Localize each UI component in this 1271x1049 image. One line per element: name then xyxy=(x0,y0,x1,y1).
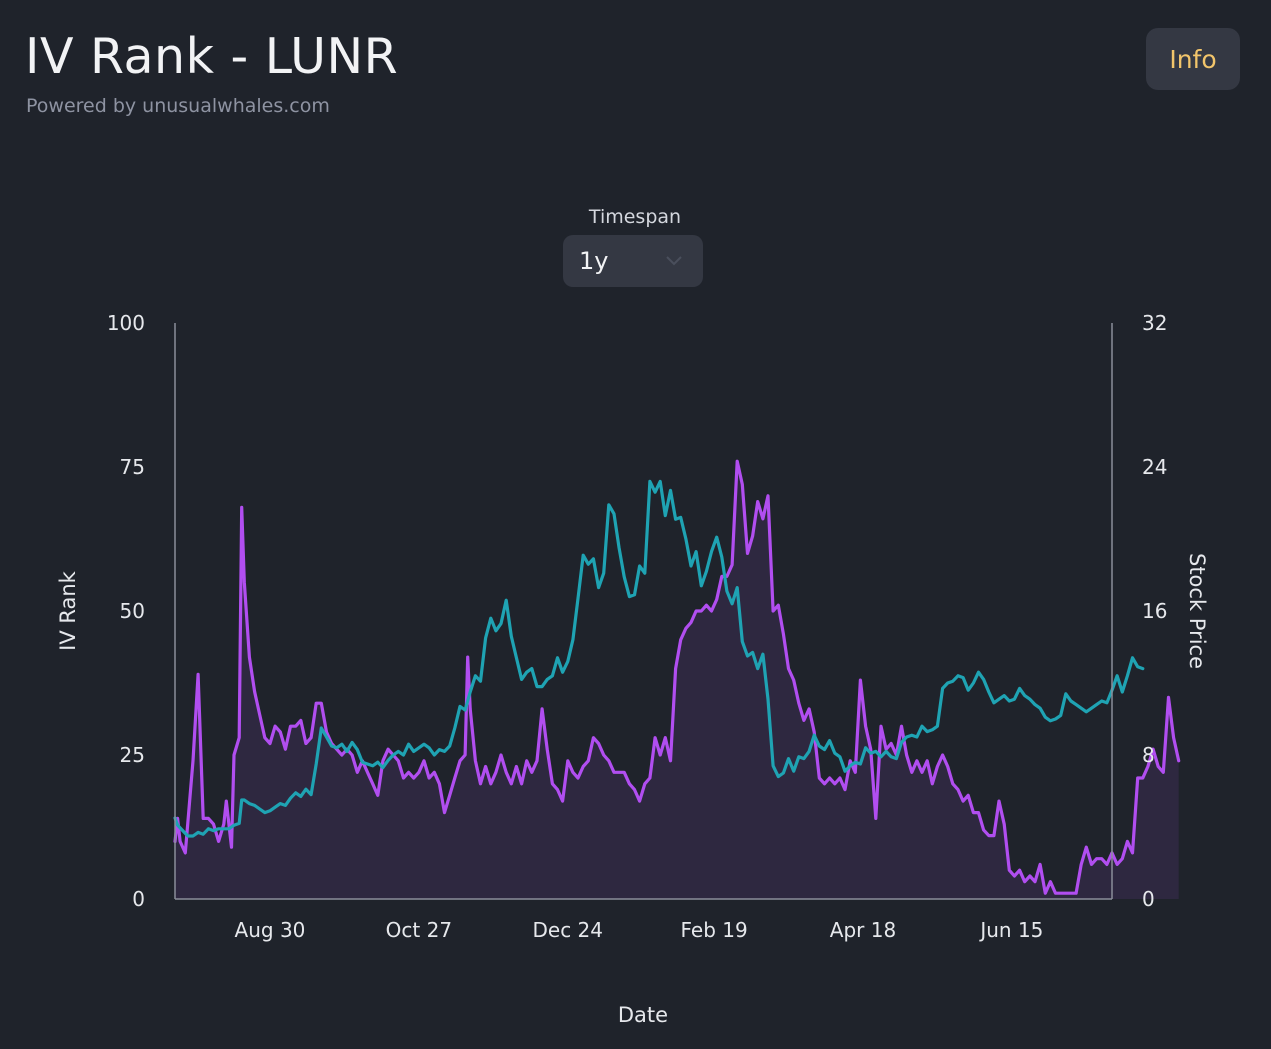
y-right-tick-label: 0 xyxy=(1142,887,1155,911)
y-left-tick-label: 50 xyxy=(120,599,145,623)
y-left-tick-label: 0 xyxy=(132,887,145,911)
y-right-tick-label: 8 xyxy=(1142,743,1155,767)
y-right-tick-label: 24 xyxy=(1142,455,1167,479)
timespan-label: Timespan xyxy=(588,206,682,228)
y-left-axis-title: IV Rank xyxy=(56,570,80,651)
x-tick-label: Feb 19 xyxy=(680,918,747,942)
timespan-dropdown[interactable]: 1y xyxy=(563,235,703,287)
x-tick-label: Oct 27 xyxy=(386,918,452,942)
y-right-tick-label: 32 xyxy=(1142,311,1167,335)
x-tick-label: Apr 18 xyxy=(830,918,896,942)
y-right-axis-title: Stock Price xyxy=(1185,553,1209,669)
y-right-tick-label: 16 xyxy=(1142,599,1167,623)
y-left-tick-label: 25 xyxy=(120,743,145,767)
page-title: IV Rank - LUNR xyxy=(25,28,399,85)
timespan-selected-value: 1y xyxy=(579,247,609,275)
y-left-tick-label: 75 xyxy=(120,455,145,479)
x-tick-label: Aug 30 xyxy=(235,918,306,942)
stock_price-line xyxy=(173,479,1145,838)
powered-by-text: Powered by unusualwhales.com xyxy=(26,95,330,117)
x-tick-label: Dec 24 xyxy=(533,918,604,942)
iv_rank-area xyxy=(175,461,1179,899)
x-axis-title: Date xyxy=(618,1003,668,1027)
chevron-down-icon xyxy=(666,256,682,266)
y-left-tick-label: 100 xyxy=(107,311,145,335)
x-tick-label: Jun 15 xyxy=(978,918,1043,942)
info-button[interactable]: Info xyxy=(1146,28,1240,90)
